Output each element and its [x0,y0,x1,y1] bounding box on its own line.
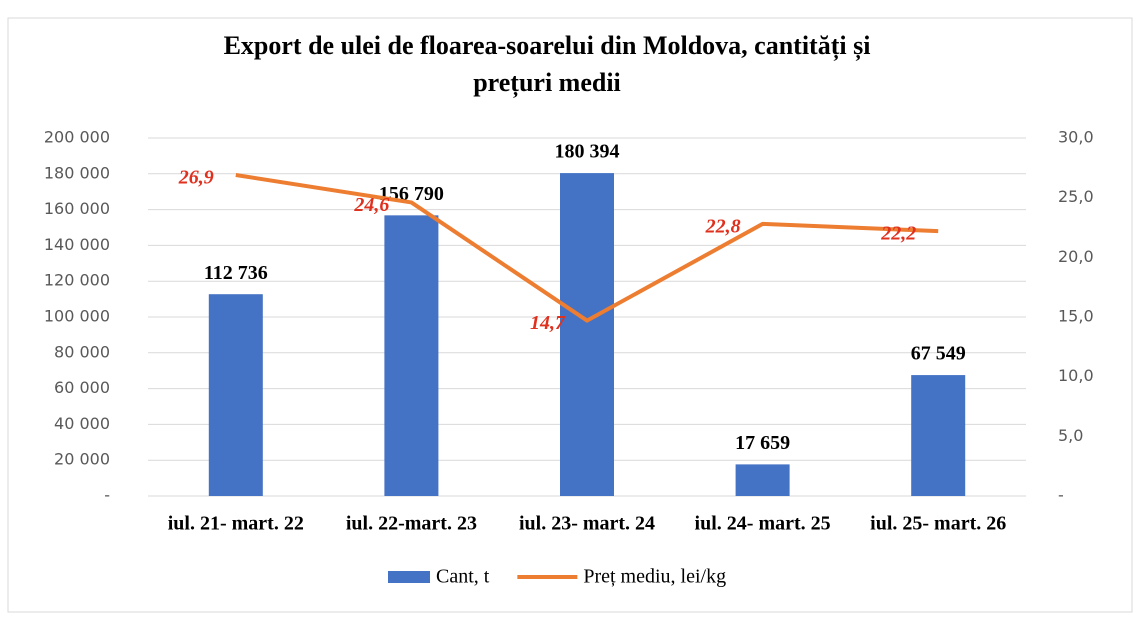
y2-tick-label: 10,0 [1058,366,1094,385]
legend-swatch [388,571,430,583]
line [235,173,939,323]
x-tick-label: iul. 25- mart. 26 [870,513,1006,535]
line-value-label: 14,7 [530,312,566,334]
legend-label: Preț mediu, lei/kg [583,566,726,588]
bar [911,375,966,496]
y2-tick-label: - [1058,486,1064,505]
chart-title: prețuri medii [473,68,621,98]
x-tick-label: iul. 21- mart. 22 [168,513,304,535]
y2-tick-label: 25,0 [1058,187,1094,206]
y-tick-label: 80 000 [54,342,110,361]
y-tick-label: 20 000 [54,450,110,469]
x-tick-label: iul. 23- mart. 24 [519,513,655,535]
y-tick-label: 100 000 [44,307,110,326]
y-tick-label: 40 000 [54,414,110,433]
chart-title: Export de ulei de floarea-soarelui din M… [224,31,871,61]
y-tick-label: 160 000 [44,199,110,218]
bar-value-label: 17 659 [735,432,790,454]
bar-value-label: 180 394 [555,141,620,163]
x-tick-label: iul. 22-mart. 23 [346,513,477,535]
bar [208,294,263,496]
y-tick-label: 180 000 [44,163,110,182]
line-value-label: 22,8 [705,216,741,238]
y2-tick-label: 30,0 [1058,128,1094,147]
bar [384,215,439,497]
bar-value-label: 67 549 [911,343,966,365]
line-value-label: 24,6 [353,194,389,216]
y-tick-label: 200 000 [44,128,110,147]
legend-label: Cant, t [436,566,490,588]
bar [560,173,614,497]
bar [735,464,790,496]
y-tick-label: - [104,486,110,505]
x-tick-label: iul. 24- mart. 25 [695,513,831,535]
line-value-label: 26,9 [178,167,214,189]
y2-tick-label: 5,0 [1058,426,1083,445]
bar-value-label: 112 736 [204,262,268,284]
line-value-label: 22,2 [880,223,916,245]
y-tick-label: 60 000 [54,378,110,397]
y-tick-label: 120 000 [44,271,110,290]
y2-tick-label: 15,0 [1058,307,1094,326]
y-tick-label: 140 000 [44,235,110,254]
y2-tick-label: 20,0 [1058,247,1094,266]
